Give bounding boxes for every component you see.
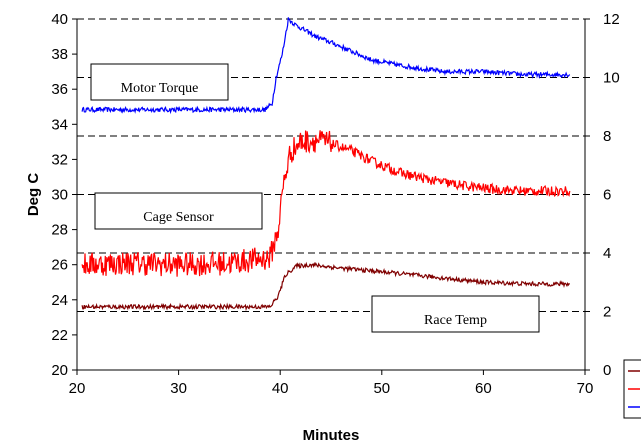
annotation-label: Motor Torque <box>121 81 199 96</box>
y-left-tick-label: 30 <box>51 187 68 204</box>
x-tick-label: 40 <box>272 380 289 397</box>
y-left-tick-label: 40 <box>51 11 68 28</box>
y-left-tick-label: 36 <box>51 81 68 98</box>
y-right-tick-label: 6 <box>603 187 611 204</box>
axes <box>72 18 590 375</box>
y-left-tick-label: 38 <box>51 46 68 63</box>
y-right-tick-label: 8 <box>603 128 611 145</box>
x-tick-label: 20 <box>69 380 86 397</box>
y-left-tick-label: 34 <box>51 116 68 133</box>
x-tick-label: 70 <box>577 380 594 397</box>
y-left-tick-label: 28 <box>51 222 68 239</box>
x-tick-label: 60 <box>475 380 492 397</box>
y-axis-title: Deg C <box>25 173 42 217</box>
y-left-tick-label: 22 <box>51 327 68 344</box>
series-layer <box>81 17 571 312</box>
annotation-box <box>90 63 229 101</box>
legend <box>623 359 641 419</box>
x-tick-label: 50 <box>373 380 390 397</box>
series-line <box>81 261 570 312</box>
y-right-tick-label: 12 <box>603 11 620 28</box>
tick-labels: 20 30 40 50 60 702022242628303234363840024681… <box>51 11 619 397</box>
series-line <box>81 130 571 277</box>
y-left-tick-label: 24 <box>51 292 68 309</box>
annotation-label: Cage Sensor <box>143 210 214 225</box>
annotation-label: Race Temp <box>424 313 487 328</box>
series-line <box>81 17 571 115</box>
annotation-boxes: Motor Torque Cage Sensor Race Temp <box>90 63 540 333</box>
x-axis-title: Minutes <box>303 427 360 444</box>
y-left-tick-label: 26 <box>51 257 68 274</box>
annotation-box <box>371 295 540 333</box>
y-right-tick-label: 4 <box>603 245 611 262</box>
y-right-tick-label: 2 <box>603 304 611 321</box>
y-right-tick-label: 10 <box>603 70 620 87</box>
x-tick-label: 30 <box>170 380 187 397</box>
y-right-tick-label: 0 <box>603 362 611 379</box>
y-left-tick-label: 20 <box>51 362 68 379</box>
y-left-tick-label: 32 <box>51 151 68 168</box>
annotation-box <box>94 192 263 230</box>
